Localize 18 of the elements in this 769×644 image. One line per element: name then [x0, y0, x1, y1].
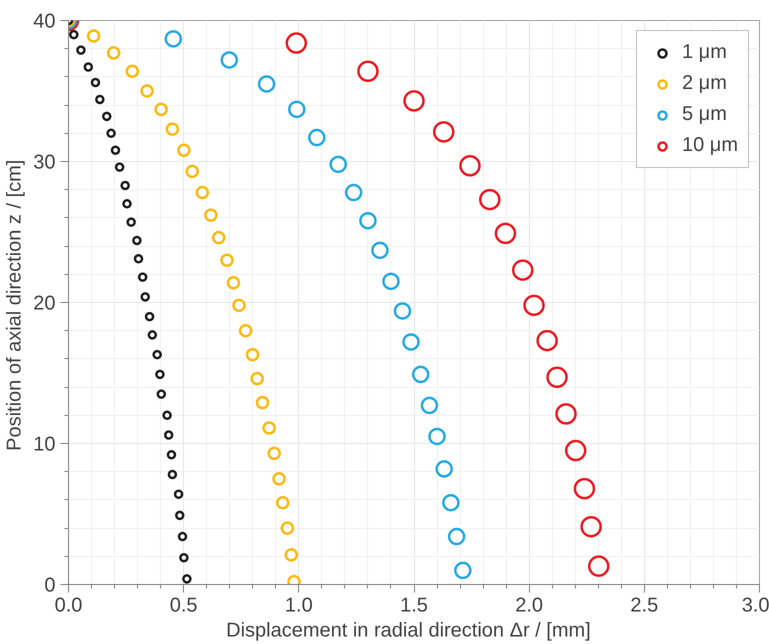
y-tick-label: 10: [33, 434, 56, 456]
x-tick-label: 3.0: [742, 594, 769, 616]
x-tick-label: 2.5: [630, 594, 658, 616]
y-tick-label: 0: [44, 574, 56, 596]
x-tick-label: 0.0: [54, 594, 82, 616]
legend-label: 10 μm: [682, 134, 738, 157]
y-tick-label: 20: [33, 292, 56, 314]
x-tick-label: 1.5: [400, 594, 428, 616]
y-axis-title: Position of axial direction z / [cm]: [3, 160, 26, 451]
legend-label: 1 μm: [682, 41, 727, 64]
x-tick-label: 0.5: [170, 594, 198, 616]
legend-label: 2 μm: [682, 72, 727, 95]
x-axis-title: Displacement in radial direction Δr / [mm]: [226, 620, 591, 642]
x-tick-label: 1.0: [284, 594, 313, 616]
x-tick-label: 2.0: [515, 594, 544, 616]
legend-label: 5 μm: [682, 103, 727, 126]
y-tick-label: 30: [33, 152, 56, 174]
y-tick-label: 40: [33, 10, 56, 32]
